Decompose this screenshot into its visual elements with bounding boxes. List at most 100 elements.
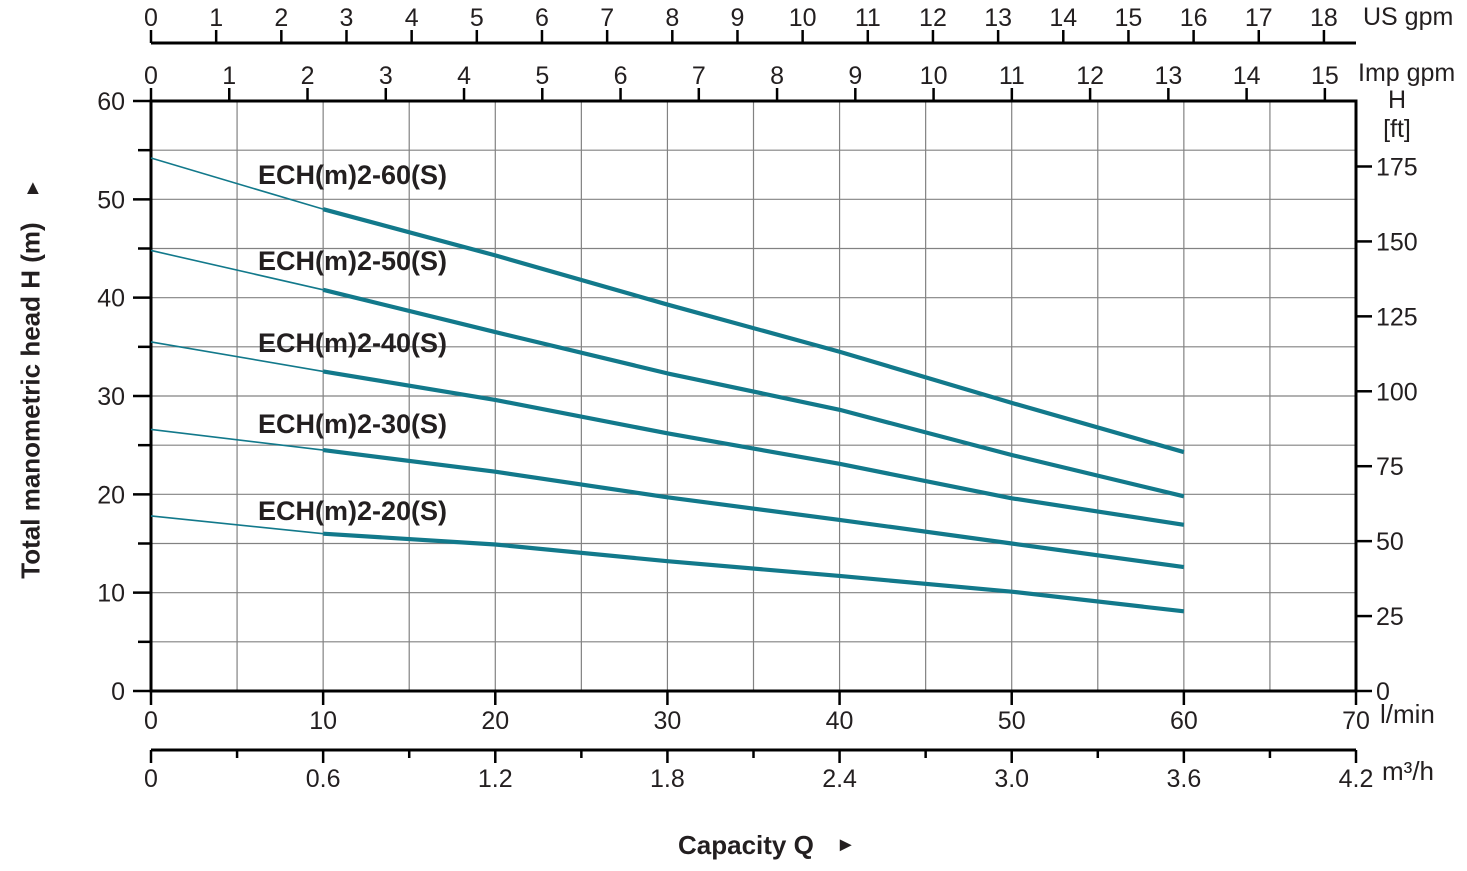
imp-gpm-tick-label: 5 — [535, 62, 549, 90]
m3h-tick-label: 2.4 — [822, 765, 857, 793]
lmin-tick-label: 10 — [309, 707, 337, 735]
us-gpm-tick-label: 9 — [731, 4, 745, 32]
imp-gpm-tick-label: 15 — [1311, 62, 1339, 90]
lmin-tick-label: 20 — [481, 707, 509, 735]
curve-label-ech-m-2-50-s: ECH(m)2-50(S) — [258, 246, 447, 276]
us-gpm-tick-label: 3 — [340, 4, 354, 32]
imp-gpm-axis-unit: Imp gpm — [1358, 59, 1456, 87]
curve-ech-m-2-50-s-thin-segment — [150, 249, 324, 291]
imp-gpm-tick-label: 10 — [920, 62, 948, 90]
head-ft-tick-label: 25 — [1376, 603, 1404, 631]
curve-ech-m-2-40-s-thick-segment — [322, 369, 1185, 527]
us-gpm-tick-label: 13 — [984, 4, 1012, 32]
curve-ech-m-2-40-s-thin-segment — [150, 341, 324, 373]
head-m-tick-label: 30 — [97, 383, 125, 411]
plot-grid — [151, 101, 1356, 691]
curve-ech-m-2-40-s — [150, 341, 1185, 527]
us-gpm-tick-label: 17 — [1245, 4, 1273, 32]
m3h-tick-label: 0 — [144, 765, 158, 793]
curve-label-ech-m-2-20-s: ECH(m)2-20(S) — [258, 496, 447, 526]
curve-ech-m-2-30-s-thin-segment — [150, 428, 324, 451]
curve-ech-m-2-20-s — [150, 515, 1185, 614]
us-gpm-axis — [149, 30, 1356, 45]
imp-gpm-tick-label: 6 — [614, 62, 628, 90]
lmin-tick-label: 40 — [826, 707, 854, 735]
head-ft-tick-label: 0 — [1376, 678, 1390, 706]
us-gpm-tick-label: 15 — [1115, 4, 1143, 32]
lmin-tick-label: 0 — [144, 707, 158, 735]
head-m-tick-label: 0 — [111, 678, 125, 706]
curve-ech-m-2-50-s-thick-segment — [322, 287, 1185, 499]
head-m-tick-label: 50 — [97, 186, 125, 214]
imp-gpm-tick-label: 8 — [770, 62, 784, 90]
up-arrow-icon: ▲ — [23, 177, 43, 199]
head-ft-tick-label: 150 — [1376, 228, 1418, 256]
us-gpm-tick-label: 11 — [855, 4, 881, 32]
m3h-tick-label: 1.8 — [650, 765, 685, 793]
head-ft-tick-label: 125 — [1376, 303, 1418, 331]
imp-gpm-tick-label: 14 — [1233, 62, 1261, 90]
imp-gpm-tick-label: 1 — [222, 62, 236, 90]
curve-ech-m-2-60-s — [150, 157, 1185, 455]
imp-gpm-tick-label: 12 — [1076, 62, 1104, 90]
m3h-tick-label: 4.2 — [1339, 765, 1374, 793]
curve-ech-m-2-60-s-thin-segment — [150, 157, 324, 210]
curve-label-ech-m-2-40-s: ECH(m)2-40(S) — [258, 328, 447, 358]
us-gpm-tick-label: 18 — [1310, 4, 1338, 32]
m3h-axis-unit: m³/h — [1382, 756, 1434, 786]
curve-ech-m-2-60-s-thick-segment — [322, 207, 1185, 455]
us-gpm-tick-label: 0 — [144, 4, 158, 32]
us-gpm-tick-label: 7 — [600, 4, 614, 32]
us-gpm-tick-label: 6 — [535, 4, 549, 32]
curve-label-ech-m-2-30-s: ECH(m)2-30(S) — [258, 409, 447, 439]
us-gpm-tick-label: 4 — [405, 4, 419, 32]
lmin-axis-unit: l/min — [1380, 699, 1435, 729]
lmin-tick-label: 50 — [998, 707, 1026, 735]
us-gpm-tick-label: 14 — [1049, 4, 1077, 32]
head-ft-axis — [1356, 165, 1372, 693]
us-gpm-tick-label: 2 — [274, 4, 288, 32]
curve-ech-m-2-30-s — [150, 428, 1185, 570]
imp-gpm-tick-label: 0 — [144, 62, 158, 90]
imp-gpm-tick-label: 11 — [999, 62, 1025, 90]
head-m-tick-label: 20 — [97, 481, 125, 509]
curve-label-ech-m-2-60-s: ECH(m)2-60(S) — [258, 160, 447, 190]
x-axis-title-text: Capacity Q — [678, 830, 814, 860]
head-ft-axis-unit-line2: [ft] — [1383, 115, 1411, 143]
m3h-tick-label: 0.6 — [306, 765, 341, 793]
lmin-tick-label: 60 — [1170, 707, 1198, 735]
head-m-tick-label: 60 — [97, 88, 125, 116]
y-axis-title: Total manometric head H (m) — [15, 222, 46, 579]
right-arrow-icon: ► — [835, 834, 856, 856]
lmin-axis — [149, 691, 1358, 705]
imp-gpm-tick-label: 9 — [848, 62, 862, 90]
head-ft-tick-label: 75 — [1376, 453, 1404, 481]
head-m-tick-label: 40 — [97, 285, 125, 313]
curve-ech-m-2-50-s — [150, 249, 1185, 499]
curve-ech-m-2-20-s-thin-segment — [150, 515, 324, 535]
imp-gpm-tick-label: 2 — [301, 62, 315, 90]
us-gpm-tick-label: 1 — [209, 4, 223, 32]
us-gpm-tick-label: 16 — [1180, 4, 1208, 32]
imp-gpm-axis — [149, 88, 1327, 102]
head-ft-tick-label: 175 — [1376, 153, 1418, 181]
m3h-axis — [149, 748, 1358, 763]
us-gpm-axis-unit: US gpm — [1363, 3, 1454, 31]
lmin-tick-label: 30 — [654, 707, 682, 735]
head-ft-tick-label: 50 — [1376, 528, 1404, 556]
head-ft-axis-unit-line1: H — [1387, 86, 1407, 114]
lmin-tick-label: 70 — [1342, 707, 1370, 735]
head-ft-axis-unit: H [ft] — [1368, 86, 1426, 144]
m3h-tick-label: 3.0 — [994, 765, 1029, 793]
curve-ech-m-2-30-s-thick-segment — [322, 447, 1185, 570]
us-gpm-tick-label: 8 — [665, 4, 679, 32]
m3h-tick-label: 1.2 — [478, 765, 513, 793]
head-m-tick-label: 10 — [97, 580, 125, 608]
curve-ech-m-2-20-s-thick-segment — [323, 531, 1185, 614]
imp-gpm-tick-label: 7 — [692, 62, 706, 90]
us-gpm-tick-label: 12 — [919, 4, 947, 32]
head-ft-tick-label: 100 — [1376, 378, 1418, 406]
